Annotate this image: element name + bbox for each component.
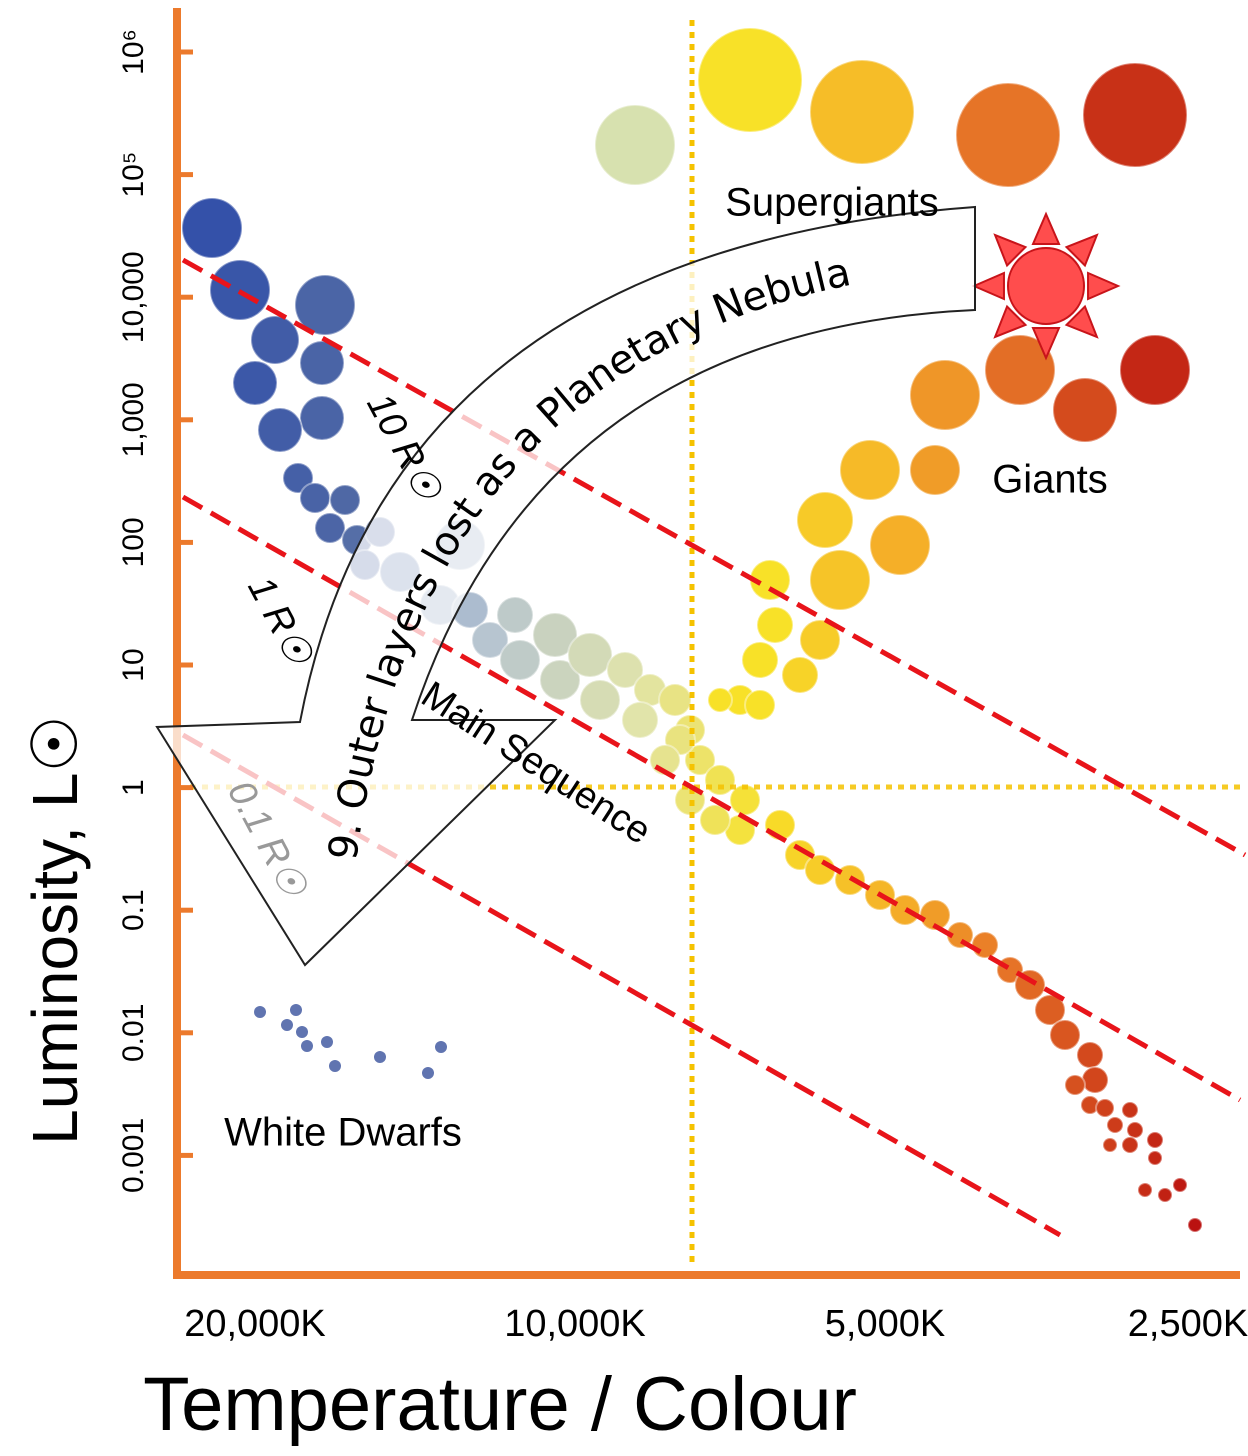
- star: [300, 483, 330, 513]
- star: [972, 932, 998, 958]
- y-tick-label: 0.1: [117, 889, 150, 931]
- white-dwarf: [290, 1004, 302, 1016]
- star: [622, 702, 658, 738]
- white-dwarf: [329, 1060, 341, 1072]
- y-tick-label: 10⁵: [117, 152, 150, 198]
- star: [251, 316, 299, 364]
- star: [258, 408, 302, 452]
- star: [1053, 378, 1117, 442]
- x-ticks: 20,000K 10,000K 5,000K 2,500K: [184, 1303, 1248, 1345]
- star: [956, 83, 1060, 187]
- star: [1065, 1075, 1085, 1095]
- y-tick-label: 100: [117, 517, 150, 567]
- region-label: White Dwarfs: [224, 1111, 462, 1155]
- y-tick-label: 0.01: [117, 1004, 150, 1062]
- star: [1158, 1188, 1172, 1202]
- y-tick-label: 10⁶: [117, 29, 150, 75]
- star: [1127, 1122, 1143, 1138]
- sun-ray: [974, 273, 1004, 299]
- region-label: Giants: [992, 458, 1108, 502]
- star: [757, 607, 793, 643]
- y-tick-label: 10: [117, 648, 150, 681]
- star: [890, 895, 920, 925]
- sun-symbol: [974, 214, 1118, 358]
- white-dwarf: [301, 1040, 313, 1052]
- star: [330, 485, 360, 515]
- white-dwarf: [281, 1019, 293, 1031]
- star: [810, 60, 914, 164]
- star: [698, 28, 802, 132]
- star: [910, 360, 980, 430]
- star: [1122, 1137, 1138, 1153]
- star: [182, 198, 242, 258]
- white-dwarf: [374, 1051, 386, 1063]
- star: [595, 105, 675, 185]
- star: [497, 597, 533, 633]
- x-tick-label: 10,000K: [504, 1303, 646, 1345]
- star: [580, 680, 620, 720]
- star: [1082, 1067, 1108, 1093]
- white-dwarf: [422, 1067, 434, 1079]
- star: [840, 440, 900, 500]
- x-tick-label: 5,000K: [825, 1303, 945, 1345]
- radius-label: 1 R☉: [239, 570, 321, 674]
- y-tick-label: 10,000: [117, 251, 150, 343]
- star: [568, 633, 612, 677]
- star: [742, 642, 778, 678]
- star: [659, 684, 691, 716]
- star: [1148, 1151, 1162, 1165]
- star: [708, 688, 732, 712]
- star: [782, 657, 818, 693]
- star: [1120, 335, 1190, 405]
- star: [500, 640, 540, 680]
- region-label: Supergiants: [725, 181, 938, 225]
- star: [1096, 1099, 1114, 1117]
- y-ticks: 10⁶ 10⁵ 10,000 1,000 100 10 1 0.1 0.01 0.001: [117, 29, 193, 1193]
- x-axis-label: Temperature / Colour: [143, 1362, 857, 1447]
- x-tick-label: 2,500K: [1128, 1303, 1248, 1345]
- star: [1188, 1218, 1202, 1232]
- x-tick-label: 20,000K: [184, 1303, 326, 1345]
- star: [870, 515, 930, 575]
- star: [1050, 1020, 1080, 1050]
- white-dwarf: [296, 1026, 308, 1038]
- y-axis-label: Luminosity, L☉: [19, 715, 91, 1145]
- star: [810, 550, 870, 610]
- sun-ray: [1033, 214, 1059, 244]
- star: [1107, 1117, 1123, 1133]
- star: [1138, 1183, 1152, 1197]
- white-dwarf: [321, 1036, 333, 1048]
- star: [745, 690, 775, 720]
- star: [705, 765, 735, 795]
- star: [805, 855, 835, 885]
- y-tick-label: 0.001: [117, 1118, 150, 1193]
- star: [1147, 1132, 1163, 1148]
- y-tick-label: 1: [117, 779, 150, 796]
- star: [233, 361, 277, 405]
- hr-diagram: 10⁶ 10⁵ 10,000 1,000 100 10 1 0.1 0.01 0.001 20,0…: [0, 0, 1248, 1456]
- star: [1083, 63, 1187, 167]
- star: [910, 445, 960, 495]
- white-dwarf: [435, 1041, 447, 1053]
- sun-disc: [1008, 248, 1084, 324]
- star: [700, 805, 730, 835]
- star: [1103, 1138, 1117, 1152]
- star: [797, 492, 853, 548]
- white-dwarf: [254, 1006, 266, 1018]
- star: [1077, 1042, 1103, 1068]
- sun-ray: [1088, 273, 1118, 299]
- y-tick-label: 1,000: [117, 382, 150, 457]
- star: [300, 396, 344, 440]
- star: [1122, 1102, 1138, 1118]
- star: [315, 513, 345, 543]
- star: [1173, 1178, 1187, 1192]
